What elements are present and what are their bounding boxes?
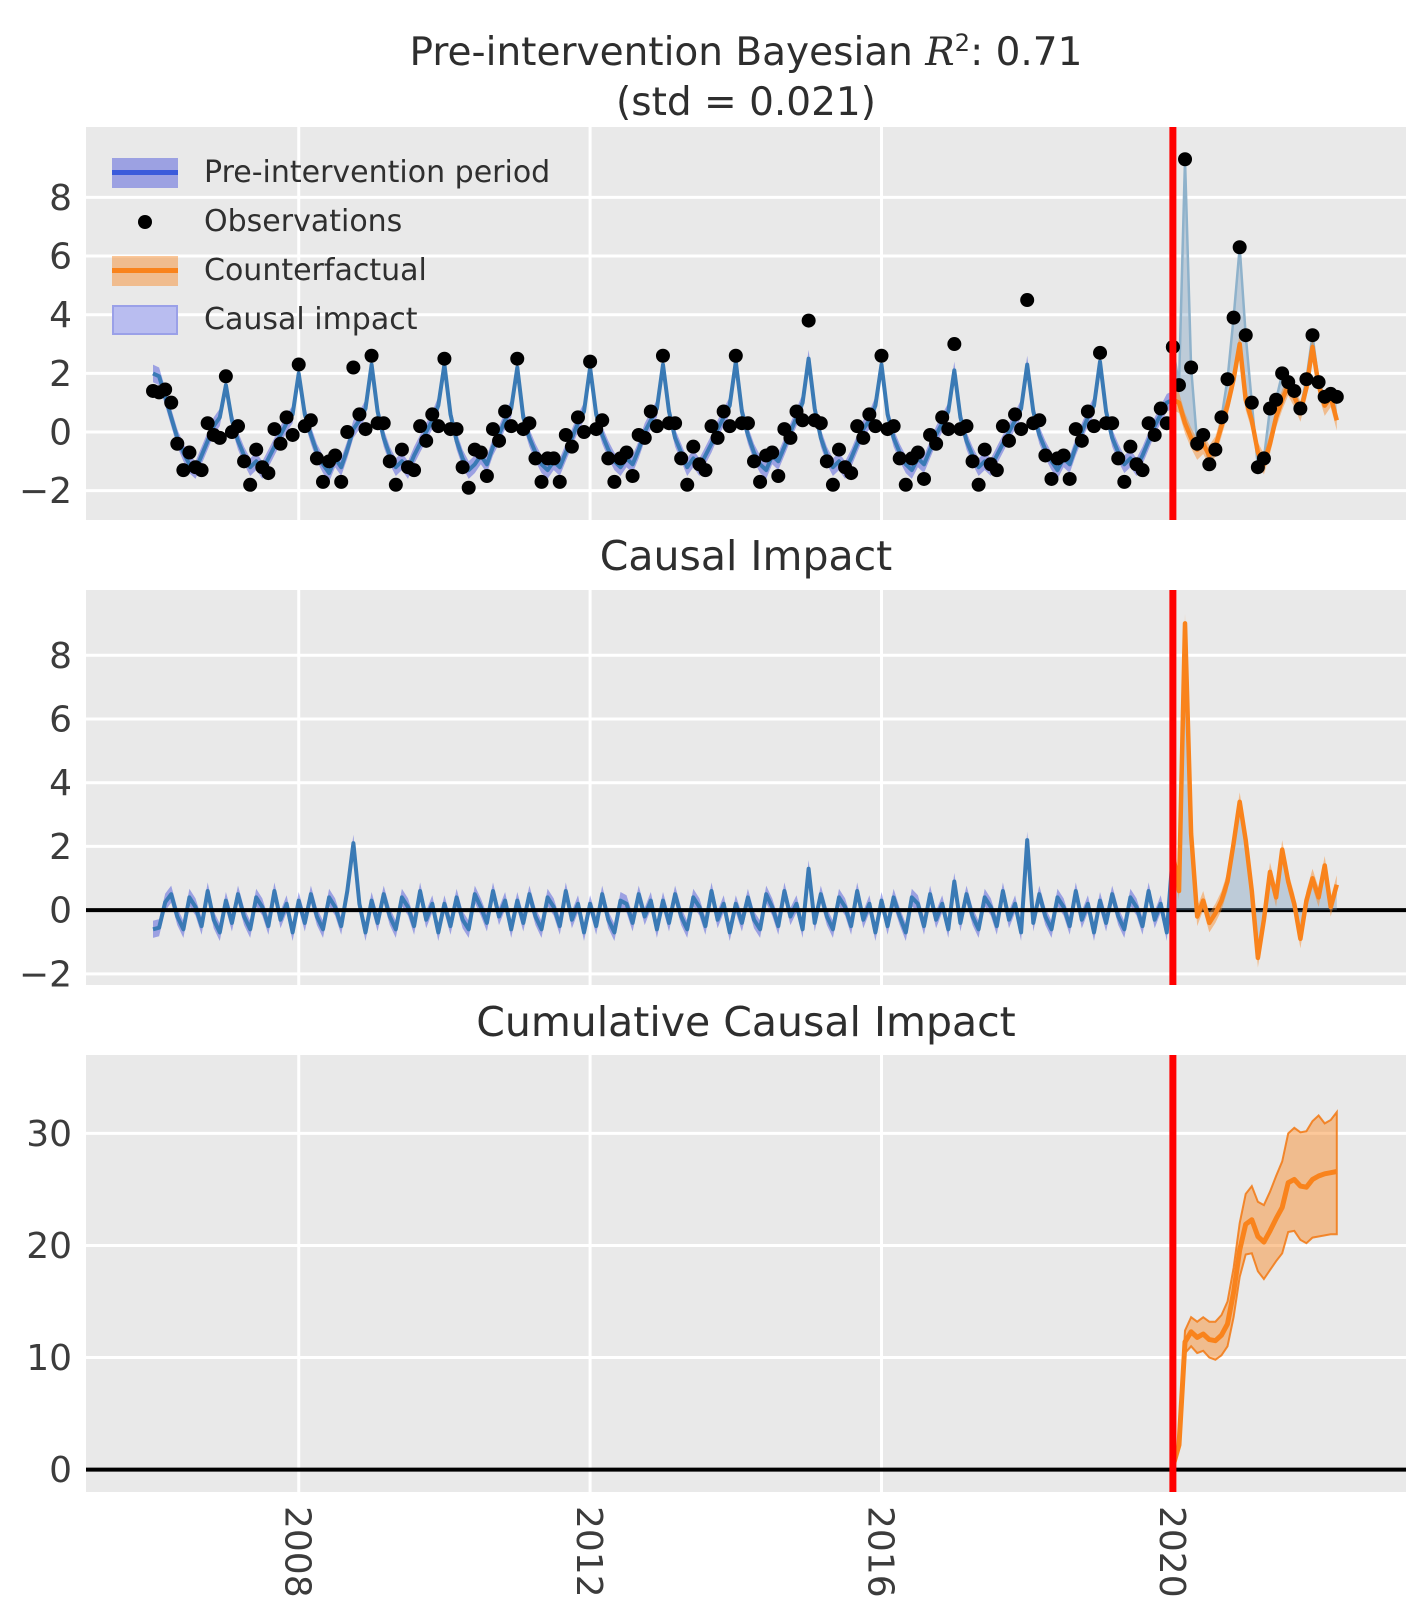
observation-dots [146, 152, 1344, 495]
y-tick-label: 2 [49, 354, 72, 395]
legend-label: Observations [204, 204, 403, 239]
y-tick-label: 6 [49, 237, 72, 278]
pointwise-pre-line [152, 838, 1175, 935]
legend-label: Counterfactual [204, 253, 427, 288]
y-tick-label: 6 [49, 700, 72, 741]
cumulative-line [1170, 1169, 1338, 1467]
y-tick-label: −2 [19, 471, 72, 512]
legend-label: Pre-intervention period [204, 155, 551, 190]
legend-item-causal-impact: Causal impact [112, 295, 550, 344]
y-tick-label: −2 [19, 954, 72, 995]
x-tick-label: 2008 [277, 1506, 318, 1598]
panel-pointwise: −2 0 2 4 6 8 [19, 590, 1406, 995]
causal-impact-band-icon [112, 304, 178, 335]
legend-item-pre-intervention: Pre-intervention period [112, 148, 550, 197]
pointwise-pre-band [153, 831, 1173, 941]
y-tick-label: 8 [49, 178, 72, 219]
legend: Pre-intervention period Observations Cou… [112, 148, 550, 344]
y-tick-label: 30 [26, 1114, 72, 1155]
y-tick-label: 4 [49, 295, 72, 336]
panel1-title-line1: Pre-intervention Bayesian R2: 0.71 [409, 29, 1083, 75]
panel-model: −2 0 2 4 6 8 [19, 127, 1406, 520]
panel1-title: Pre-intervention Bayesian R2: 0.71 (std … [86, 18, 1406, 128]
panel3-title: Cumulative Causal Impact [476, 998, 1016, 1046]
plot-background [86, 1055, 1406, 1492]
legend-item-counterfactual: Counterfactual [112, 246, 550, 295]
x-tick-label: 2016 [860, 1506, 901, 1598]
y-tick-label: 10 [26, 1338, 72, 1379]
y-tick-label: 20 [26, 1226, 72, 1267]
y-tick-label: 4 [49, 763, 72, 804]
x-tick-label: 2020 [1151, 1506, 1192, 1598]
panel1-title-line2: (std = 0.021) [616, 80, 876, 125]
counterfactual-band-icon [112, 255, 178, 286]
legend-item-observations: Observations [112, 197, 550, 246]
y-tick-label: 0 [49, 891, 72, 932]
pointwise-post-line [1170, 621, 1339, 961]
y-tick-label: 0 [49, 1450, 72, 1491]
x-tick-label: 2012 [568, 1506, 609, 1598]
cumulative-band [1171, 1109, 1338, 1468]
panel-cumulative: 0 10 20 30 [26, 1055, 1406, 1492]
y-tick-label: 2 [49, 827, 72, 868]
legend-label: Causal impact [204, 302, 418, 337]
observations-dot-icon [112, 207, 178, 237]
y-tick-label: 8 [49, 636, 72, 677]
counterfactual-band [1172, 333, 1337, 475]
r-squared-symbol: R [925, 30, 955, 75]
panel2-title: Causal Impact [599, 532, 893, 580]
y-tick-label: 0 [49, 413, 72, 454]
pre-intervention-band-icon [112, 157, 178, 188]
